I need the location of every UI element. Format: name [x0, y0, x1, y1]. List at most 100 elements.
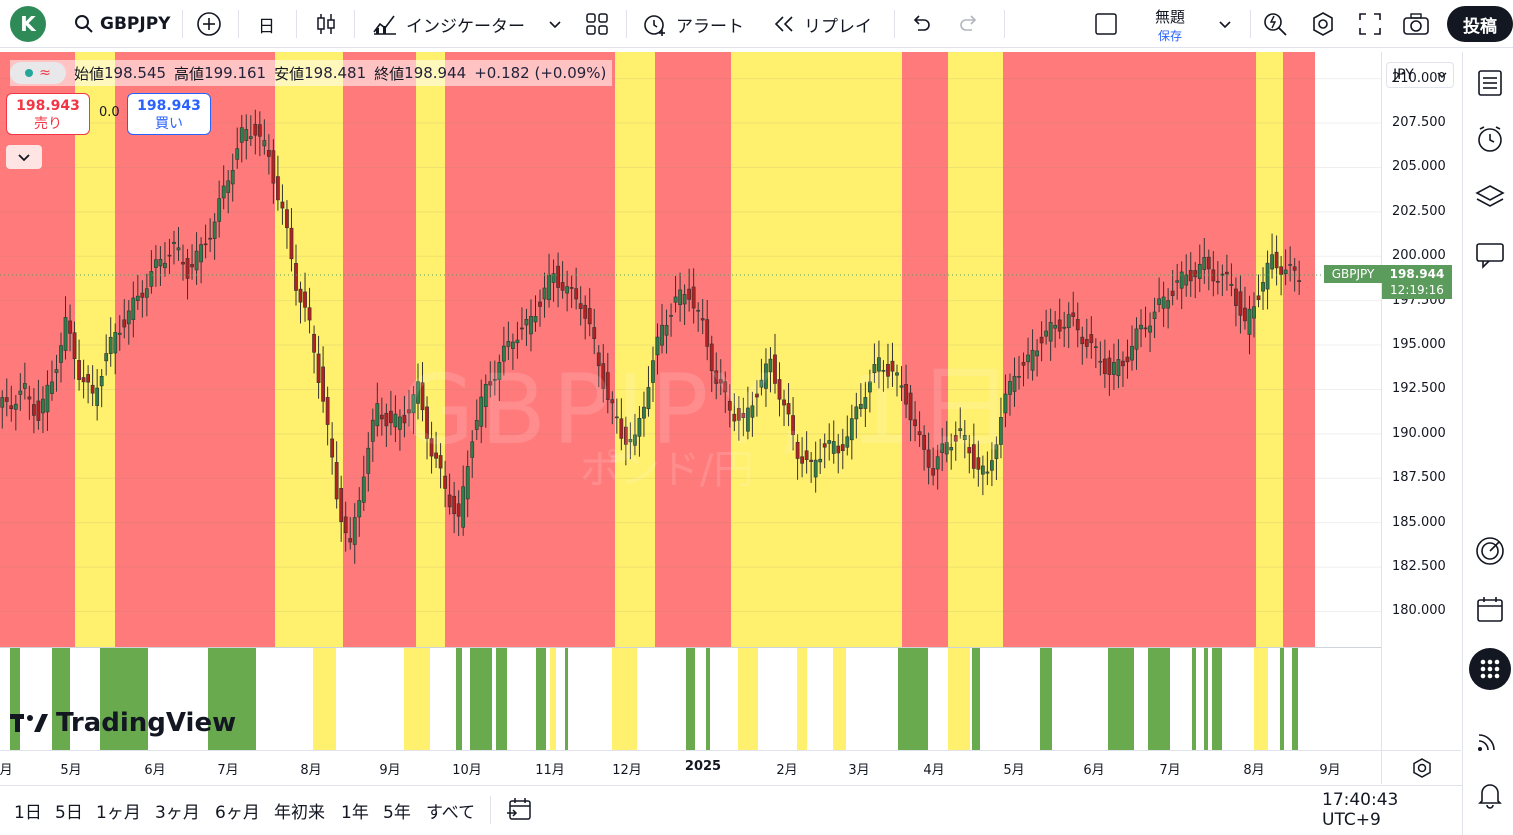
streams-button[interactable] [1475, 724, 1505, 754]
tradingview-logo-text: TradingView [56, 708, 237, 738]
candle-body [9, 405, 14, 410]
alerts-panel-button[interactable] [1475, 124, 1505, 154]
candle-body [755, 393, 759, 398]
range-button[interactable]: 5日 [55, 802, 83, 823]
histogram-bar-yellow [313, 648, 336, 750]
indicators-dropdown[interactable] [548, 0, 562, 48]
axis-settings-button[interactable] [1381, 750, 1461, 784]
candle-body [1121, 360, 1125, 367]
settings-button[interactable] [1310, 0, 1336, 48]
candle-body [1247, 308, 1252, 335]
candle-body [1026, 354, 1030, 363]
legend-toggle[interactable]: ≈ [10, 62, 66, 84]
candle-body [800, 456, 804, 464]
layout-dropdown[interactable] [1218, 0, 1232, 48]
time-label: 4月 [923, 763, 945, 778]
range-button[interactable]: 6ヶ月 [215, 802, 260, 823]
candle-body [854, 406, 859, 420]
candle-body [1075, 319, 1080, 331]
range-button[interactable]: 年初来 [274, 802, 325, 823]
interval-button[interactable]: 日 [258, 0, 275, 48]
tradingview-logo[interactable]: TradingView [10, 708, 236, 738]
object-tree-button[interactable] [1475, 182, 1505, 212]
candle-body [524, 319, 529, 326]
snapshot-button[interactable] [1402, 0, 1430, 48]
symbol-search-button[interactable]: GBPJPY [74, 0, 170, 48]
histogram-bar-green [1108, 648, 1134, 750]
templates-button[interactable] [586, 0, 608, 48]
square-icon [1095, 13, 1117, 35]
candle-body [172, 241, 176, 244]
time-label: 6月 [1083, 763, 1105, 778]
candle-body [1270, 254, 1274, 270]
chat-button[interactable] [1475, 240, 1505, 270]
candle-body [1224, 271, 1229, 275]
range-button[interactable]: すべて [426, 802, 476, 823]
range-button[interactable]: 1日 [14, 802, 42, 823]
replay-button[interactable]: リプレイ [772, 0, 872, 48]
candle-body [1112, 362, 1116, 375]
quick-search-button[interactable] [1262, 0, 1288, 48]
histogram-bar-green [470, 648, 492, 750]
apps-button[interactable] [1469, 648, 1511, 690]
candle-body [583, 304, 588, 319]
sell-button[interactable]: 198.943 売り [6, 93, 90, 135]
layout-name[interactable]: 無題 保存 [1140, 6, 1200, 44]
redo-button[interactable] [958, 0, 980, 48]
candle-body [967, 447, 972, 454]
candle-body [244, 129, 249, 141]
clock-timezone[interactable]: 17:40:43 UTC+9 [1322, 786, 1462, 834]
candle-body [917, 431, 922, 436]
chart-type-button[interactable] [314, 0, 338, 48]
candle-body [289, 227, 294, 260]
range-button[interactable]: 1年 [341, 802, 369, 823]
calendar-button[interactable] [1475, 594, 1505, 624]
chart-pane[interactable]: GBPJPY, 1日 ポンド/円 [0, 52, 1381, 750]
go-to-date-button[interactable] [506, 786, 534, 834]
alert-button[interactable]: アラート [642, 0, 744, 48]
time-axis[interactable]: 4月 5月 6月 7月 8月 9月 10月 11月 12月 2025 2月 3月 4月 5月 6月 7月 8月 9… [0, 750, 1381, 784]
fullscreen-button[interactable] [1358, 0, 1382, 48]
candle-body [181, 261, 185, 265]
candle-body [1044, 330, 1049, 337]
price-scale[interactable]: JPY 210.000 207.500 205.000 202.500 200.000 1… [1324, 52, 1461, 750]
histogram-bar-green [898, 648, 928, 750]
candle-body [868, 381, 872, 393]
price-tick: 202.500 [1392, 203, 1446, 219]
candle-body [393, 413, 398, 428]
candle-body [41, 398, 45, 414]
candle-body [470, 441, 475, 458]
price-chart[interactable] [0, 52, 1381, 750]
range-button[interactable]: 3ヶ月 [155, 802, 200, 823]
notifications-button[interactable] [1475, 780, 1505, 810]
candle-body [135, 295, 140, 301]
calendar-go-icon [507, 798, 531, 820]
candle-body [1234, 288, 1238, 306]
range-button[interactable]: 5年 [383, 802, 411, 823]
layout-checkbox[interactable] [1094, 0, 1118, 48]
watchlist-button[interactable] [1475, 68, 1505, 98]
candle-body [1093, 346, 1098, 349]
user-avatar[interactable]: K [10, 6, 46, 42]
candle-body [777, 379, 782, 400]
calendar-icon [1477, 597, 1503, 622]
candle-body [1157, 298, 1161, 305]
candle-body [271, 150, 276, 184]
undo-icon [913, 15, 930, 31]
dots-grid-icon [1480, 659, 1500, 679]
range-button[interactable]: 1ヶ月 [96, 802, 141, 823]
indicators-label: インジケーター [406, 16, 525, 37]
histogram-bar-green [686, 648, 695, 750]
screener-button[interactable] [1475, 536, 1505, 566]
indicators-button[interactable]: インジケーター [372, 0, 525, 48]
legend-collapse-button[interactable] [6, 145, 42, 169]
undo-button[interactable] [910, 0, 932, 48]
alarm-clock-icon [644, 15, 665, 36]
time-label: 9月 [379, 763, 401, 778]
buy-button[interactable]: 198.943 買い [127, 93, 211, 135]
post-button[interactable]: 投稿 [1447, 6, 1513, 42]
compare-symbol-button[interactable] [196, 0, 222, 48]
currency-select[interactable]: JPY [1386, 62, 1454, 88]
candle-body [990, 460, 994, 471]
candle-body [348, 538, 353, 543]
